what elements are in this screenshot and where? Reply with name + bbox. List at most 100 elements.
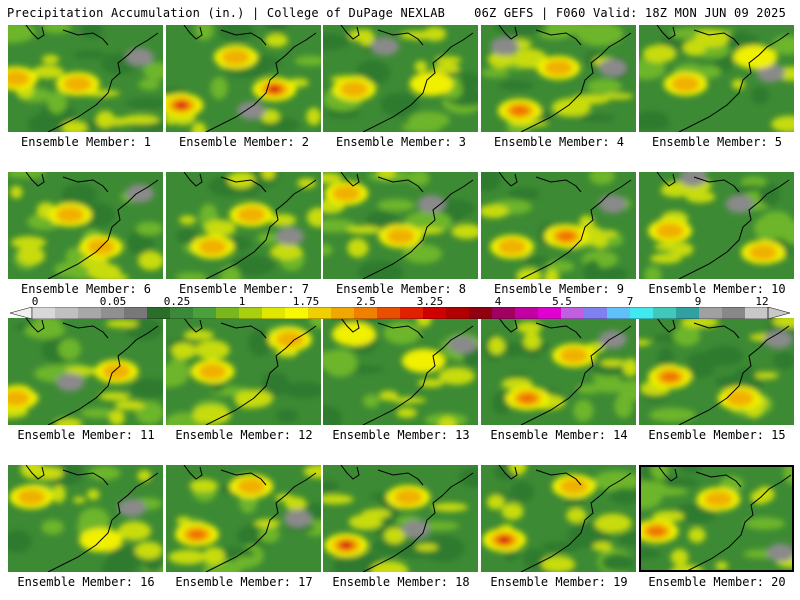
precip-map bbox=[481, 25, 636, 132]
coastline bbox=[205, 179, 317, 279]
precip-map bbox=[481, 172, 636, 279]
colorbar-min-arrow bbox=[10, 307, 33, 319]
colorbar-segment bbox=[423, 307, 447, 319]
ensemble-member-label: Ensemble Member: 15 bbox=[648, 428, 786, 442]
ensemble-member-label: Ensemble Member: 5 bbox=[651, 135, 783, 149]
coastline bbox=[362, 179, 474, 279]
colorbar-segment bbox=[124, 307, 148, 319]
colorbar-tick-label: 2.5 bbox=[356, 295, 376, 308]
colorbar-segment bbox=[699, 307, 723, 319]
colorbar-tick-label: 0 bbox=[31, 295, 39, 308]
ensemble-member-label: Ensemble Member: 4 bbox=[493, 135, 625, 149]
colorbar-segment bbox=[55, 307, 79, 319]
colorbar-segment bbox=[653, 307, 677, 319]
lake-outline bbox=[183, 25, 203, 40]
precip-map bbox=[8, 465, 163, 572]
colorbar-segment bbox=[377, 307, 401, 319]
ensemble-member-label: Ensemble Member: 16 bbox=[17, 575, 155, 589]
colorbar-segment bbox=[722, 307, 746, 319]
ensemble-panel bbox=[8, 172, 163, 279]
precip-map bbox=[323, 25, 478, 132]
ensemble-panel bbox=[323, 172, 478, 279]
ensemble-member-label: Ensemble Member: 9 bbox=[493, 282, 625, 296]
precip-map bbox=[166, 465, 321, 572]
great-lakes-outline bbox=[62, 322, 109, 339]
colorbar-segment bbox=[331, 307, 355, 319]
great-lakes-outline bbox=[693, 322, 740, 339]
colorbar-segment bbox=[607, 307, 631, 319]
lake-outline bbox=[658, 467, 678, 482]
great-lakes-outline bbox=[535, 322, 582, 339]
coastline bbox=[205, 325, 317, 425]
lake-outline bbox=[340, 318, 360, 333]
precip-map bbox=[166, 25, 321, 132]
lake-outline bbox=[498, 465, 518, 480]
colorbar-segment bbox=[492, 307, 516, 319]
ensemble-panel bbox=[323, 318, 478, 425]
great-lakes-outline bbox=[535, 29, 582, 46]
colorbar-segment bbox=[630, 307, 654, 319]
colorbar-segment bbox=[101, 307, 125, 319]
precip-map bbox=[166, 172, 321, 279]
coastline bbox=[678, 325, 790, 425]
colorbar-segment bbox=[193, 307, 217, 319]
precip-map bbox=[8, 172, 163, 279]
lake-outline bbox=[183, 172, 203, 187]
coastline bbox=[520, 179, 632, 279]
lake-outline bbox=[25, 25, 45, 40]
colorbar-tick-label: 5.5 bbox=[552, 295, 572, 308]
colorbar-max-arrow bbox=[767, 307, 790, 319]
ensemble-member-label: Ensemble Member: 13 bbox=[332, 428, 470, 442]
great-lakes-outline bbox=[535, 469, 582, 486]
colorbar-tick-label: 3.25 bbox=[416, 295, 444, 308]
colorbar-segment bbox=[262, 307, 286, 319]
precip-map bbox=[323, 318, 478, 425]
colorbar-segment bbox=[561, 307, 585, 319]
great-lakes-outline bbox=[220, 176, 267, 193]
coastline bbox=[678, 32, 790, 132]
ensemble-member-label: Ensemble Member: 1 bbox=[20, 135, 152, 149]
colorbar-segment bbox=[32, 307, 56, 319]
ensemble-member-label: Ensemble Member: 12 bbox=[175, 428, 313, 442]
colorbar bbox=[10, 307, 790, 319]
ensemble-panel bbox=[481, 172, 636, 279]
precip-map bbox=[639, 318, 794, 425]
colorbar-segment bbox=[354, 307, 378, 319]
ensemble-panel bbox=[166, 318, 321, 425]
colorbar-tick-labels: 0 0.05 0.25 1 1.75 2.5 3.25 4 5.5 7 9 12 bbox=[10, 295, 790, 309]
ensemble-panel bbox=[639, 172, 794, 279]
ensemble-panel bbox=[166, 172, 321, 279]
great-lakes-outline bbox=[62, 469, 109, 486]
colorbar-segment bbox=[538, 307, 562, 319]
precip-map bbox=[323, 465, 478, 572]
coastline bbox=[47, 179, 159, 279]
ensemble-panel bbox=[481, 318, 636, 425]
lake-outline bbox=[340, 25, 360, 40]
ensemble-panel bbox=[323, 465, 478, 572]
colorbar-segment bbox=[676, 307, 700, 319]
great-lakes-outline bbox=[695, 471, 742, 488]
coastline bbox=[362, 32, 474, 132]
precip-map bbox=[639, 25, 794, 132]
coastline bbox=[205, 472, 317, 572]
colorbar-segment bbox=[400, 307, 424, 319]
ensemble-member-label: Ensemble Member: 2 bbox=[178, 135, 310, 149]
ensemble-panel bbox=[639, 25, 794, 132]
lake-outline bbox=[498, 318, 518, 333]
lake-outline bbox=[25, 172, 45, 187]
coastline bbox=[678, 179, 790, 279]
great-lakes-outline bbox=[220, 29, 267, 46]
colorbar-segment bbox=[745, 307, 769, 319]
ensemble-panel bbox=[166, 465, 321, 572]
lake-outline bbox=[25, 465, 45, 480]
lake-outline bbox=[340, 465, 360, 480]
colorbar-segment bbox=[515, 307, 539, 319]
precip-map bbox=[481, 465, 636, 572]
ensemble-member-label: Ensemble Member: 17 bbox=[175, 575, 313, 589]
lake-outline bbox=[656, 25, 676, 40]
ensemble-member-label: Ensemble Member: 8 bbox=[335, 282, 467, 296]
ensemble-member-label: Ensemble Member: 18 bbox=[332, 575, 470, 589]
coastline bbox=[362, 472, 474, 572]
lake-outline bbox=[340, 172, 360, 187]
lake-outline bbox=[498, 25, 518, 40]
